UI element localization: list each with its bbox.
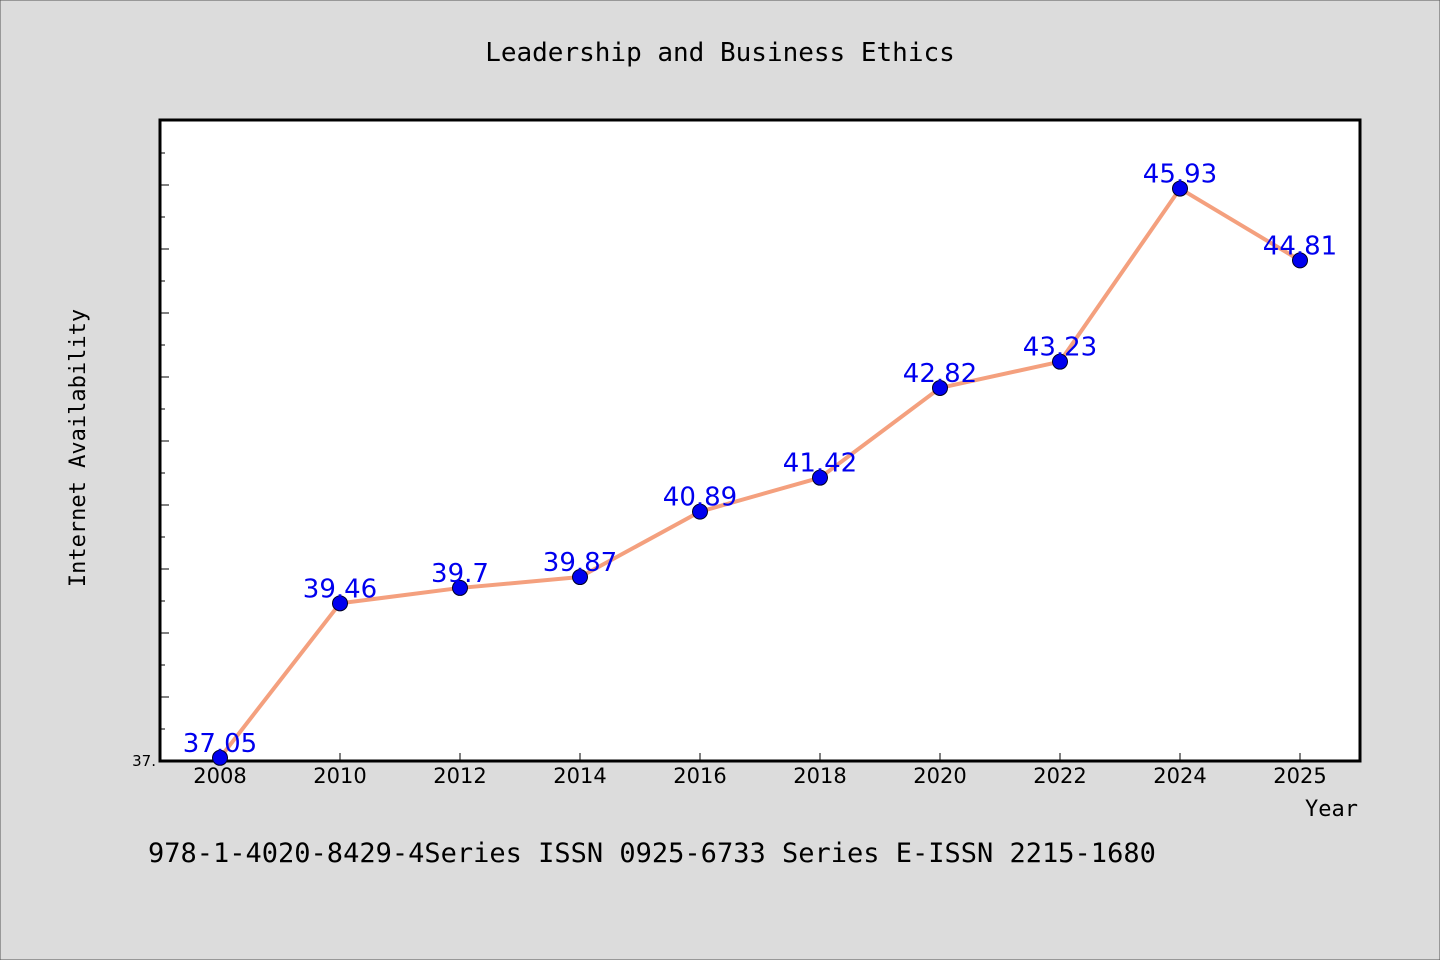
data-point [572,569,588,586]
x-tick-label: 2014 [553,764,606,788]
x-tick-label: 2024 [1153,764,1206,788]
data-point [212,749,228,766]
plot-area [158,118,1362,763]
x-tick-label: 2012 [433,764,486,788]
data-label: 39.46 [303,574,377,604]
footer-text: 978-1-4020-8429-4Series ISSN 0925-6733 S… [148,838,1156,869]
data-labels-group: 37.05 39.46 39.7 39.87 40.89 41.42 42.82 43.23 4… [183,160,1337,759]
x-axis-label: Year [1305,797,1358,822]
x-tick-label: 2010 [313,764,366,788]
data-label: 42.82 [903,359,977,389]
data-label: 39.7 [431,559,489,589]
data-label: 45.93 [1143,160,1217,190]
x-tick-label: 2018 [793,764,846,788]
x-tick-label: 2008 [193,764,246,788]
y-axis-ticks [160,152,169,730]
data-point [932,379,948,396]
data-point [452,579,468,596]
data-label: 44.81 [1263,231,1337,261]
data-label: 41.42 [783,449,857,479]
series-line [218,186,1302,760]
y-tick-label: 37. [132,752,156,770]
data-point [1052,353,1068,370]
x-tick-label: 2025 [1273,764,1326,788]
series-group [212,180,1308,766]
data-label: 39.87 [543,548,617,578]
x-tick-label: 2016 [673,764,726,788]
data-point [812,469,828,486]
data-label: 40.89 [663,483,737,513]
y-axis-label: Internet Availability [66,309,91,587]
data-point [692,503,708,520]
data-label: 43.23 [1023,333,1097,363]
x-tick-label: 2022 [1033,764,1086,788]
data-point [1292,252,1308,269]
x-tick-label: 2020 [913,764,966,788]
chart-title: Leadership and Business Ethics [485,38,955,68]
data-point [1172,180,1188,197]
data-label: 37.05 [183,729,257,759]
data-point [332,595,348,612]
